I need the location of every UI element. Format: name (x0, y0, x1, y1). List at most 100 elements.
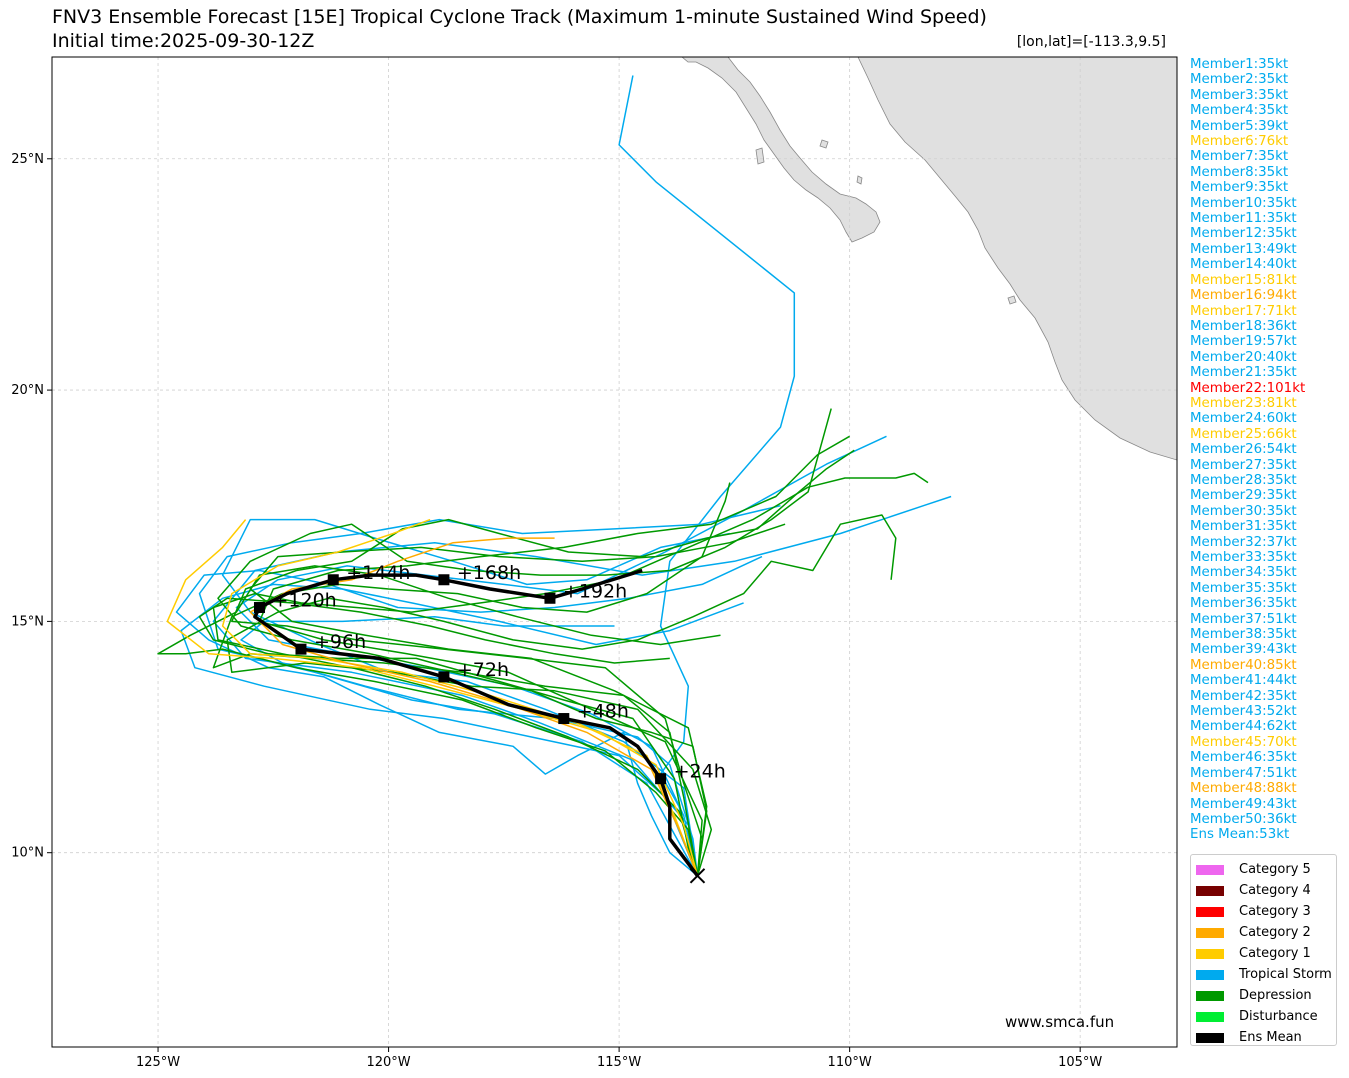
legend-label: Category 4 (1239, 883, 1311, 898)
member-track-line (226, 514, 897, 877)
member-entry: Member45:70kt (1190, 734, 1297, 750)
member-intensity-list: Member1:35kt Member2:35kt Member3:35kt Memb… (1190, 57, 1305, 843)
member-entry: Member6:76kt (1190, 134, 1289, 150)
member-entry: Member35:35kt (1190, 580, 1297, 596)
member-tracks (157, 75, 952, 877)
mean-marker (253, 602, 265, 614)
member-track-line (231, 449, 855, 876)
member-entry: Member14:40kt (1190, 257, 1297, 273)
mean-marker (327, 574, 339, 586)
member-entry: Member9:35kt (1190, 180, 1289, 196)
legend-item: Depression (1191, 985, 1336, 1006)
mean-marker (544, 592, 556, 604)
legend-swatch (1196, 948, 1224, 959)
member-entry: Member5:39kt (1190, 118, 1289, 134)
island (755, 147, 765, 165)
legend-label: Category 1 (1239, 946, 1311, 961)
member-track-line (198, 504, 781, 877)
lon-tick-label: 110°W (828, 1055, 872, 1070)
mean-marker-label: +72h (457, 659, 509, 681)
mean-marker (438, 574, 450, 586)
member-entry: Member44:62kt (1190, 719, 1297, 735)
member-entry: Member2:35kt (1190, 72, 1289, 88)
legend-swatch (1196, 1032, 1224, 1043)
member-entry: Member22:101kt (1190, 380, 1306, 396)
member-entry: Member1:35kt (1190, 57, 1289, 72)
member-track-line (258, 435, 850, 876)
member-entry: Member49:43kt (1190, 796, 1297, 812)
lon-tick-label: 115°W (597, 1055, 641, 1070)
member-entry: Member24:60kt (1190, 411, 1297, 427)
member-track-line (618, 75, 796, 876)
member-track-line (221, 518, 699, 877)
member-entry: Member15:81kt (1190, 272, 1297, 288)
member-entry: Member39:43kt (1190, 642, 1297, 658)
member-entry: Member31:35kt (1190, 519, 1297, 535)
member-track-line (198, 597, 699, 877)
mean-marker-label: +144h (346, 562, 410, 584)
mean-marker-label: +96h (314, 631, 366, 653)
mean-marker-label: +120h (272, 590, 336, 612)
member-entry: Member16:94kt (1190, 288, 1297, 304)
mean-marker-label: +192h (563, 580, 627, 602)
member-entry: Member18:36kt (1190, 318, 1297, 334)
island (856, 175, 863, 185)
member-entry: Member48:88kt (1190, 781, 1297, 797)
member-entry: Member37:51kt (1190, 611, 1297, 627)
lon-tick-label: 120°W (366, 1055, 410, 1070)
legend-label: Ens Mean (1239, 1030, 1302, 1045)
legend-item: Disturbance (1191, 1006, 1336, 1027)
member-entry: Member34:35kt (1190, 565, 1297, 581)
member-entry: Member11:35kt (1190, 211, 1297, 227)
legend-label: Category 3 (1239, 904, 1311, 919)
legend-item: Category 1 (1191, 943, 1336, 964)
member-entry: Member4:35kt (1190, 103, 1289, 119)
member-entry: Member40:85kt (1190, 657, 1297, 673)
member-entry: Member46:35kt (1190, 750, 1297, 766)
member-entry: Member38:35kt (1190, 627, 1297, 643)
member-track-line (212, 482, 731, 876)
legend-label: Category 5 (1239, 862, 1311, 877)
member-entry: Member27:35kt (1190, 457, 1297, 473)
member-entry: Ens Mean:53kt (1190, 827, 1290, 843)
member-entry: Member30:35kt (1190, 503, 1297, 519)
island (1007, 295, 1017, 305)
legend-swatch (1196, 927, 1224, 938)
legend-item: Category 5 (1191, 859, 1336, 880)
member-entry: Member10:35kt (1190, 195, 1297, 211)
island (819, 139, 829, 149)
member-entry: Member17:71kt (1190, 303, 1297, 319)
member-track-line (240, 616, 699, 876)
member-entry: Member7:35kt (1190, 149, 1289, 165)
member-entry: Member43:52kt (1190, 704, 1297, 720)
chart-title: FNV3 Ensemble Forecast [15E] Tropical Cy… (52, 6, 987, 28)
mean-marker (655, 773, 667, 785)
mean-marker-label: +168h (457, 562, 521, 584)
legend-item: Tropical Storm (1191, 964, 1336, 985)
category-legend: Category 5 Category 4 Category 3 Category 2… (1190, 854, 1337, 1046)
start-marker-stroke (689, 868, 706, 884)
lat-tick-label: 15°N (11, 614, 44, 629)
legend-swatch (1196, 1011, 1224, 1022)
member-track-line (212, 472, 929, 877)
lon-tick-label: 105°W (1058, 1055, 1102, 1070)
coordinate-readout: [lon,lat]=[-113.3,9.5] (1016, 34, 1166, 50)
member-entry: Member36:35kt (1190, 596, 1297, 612)
legend-item: Category 4 (1191, 880, 1336, 901)
lon-tick-label: 125°W (136, 1055, 180, 1070)
member-entry: Member13:49kt (1190, 241, 1297, 257)
member-entry: Member47:51kt (1190, 765, 1297, 781)
member-track-line (180, 583, 744, 877)
legend-item: Category 2 (1191, 922, 1336, 943)
legend-swatch (1196, 969, 1224, 980)
legend-swatch (1196, 864, 1224, 875)
legend-label: Tropical Storm (1239, 967, 1332, 982)
lat-tick-label: 25°N (11, 152, 44, 167)
legend-item: Category 3 (1191, 901, 1336, 922)
legend-swatch (1196, 906, 1224, 917)
lat-tick-label: 10°N (11, 846, 44, 861)
member-entry: Member50:36kt (1190, 811, 1297, 827)
watermark: www.smca.fun (1005, 1013, 1115, 1031)
member-entry: Member8:35kt (1190, 164, 1289, 180)
